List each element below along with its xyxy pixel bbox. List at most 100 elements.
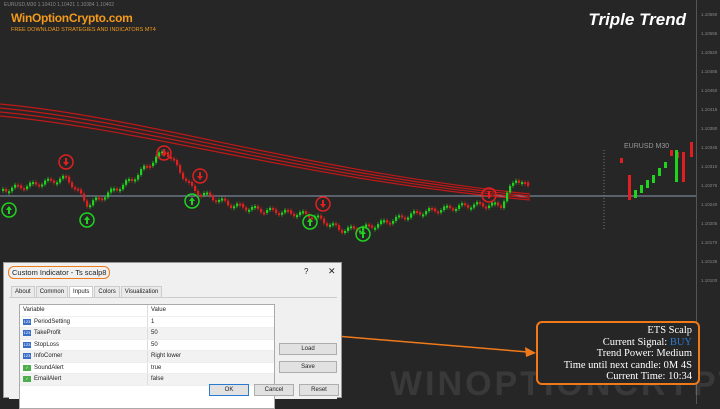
candle [350, 226, 353, 229]
candle [275, 209, 278, 214]
candle [443, 206, 446, 211]
table-row[interactable]: 123 TakeProfit 50 [20, 328, 274, 340]
ok-button[interactable]: OK [209, 384, 249, 396]
symbol-label: EURUSD M30 [624, 143, 670, 150]
candle [431, 208, 434, 211]
close-icon[interactable]: ✕ [328, 266, 336, 276]
candle [83, 193, 86, 201]
arrow-up-icon [6, 206, 12, 214]
candle [278, 213, 281, 216]
value-cell[interactable]: true [151, 364, 162, 371]
candle [260, 208, 263, 213]
candle [2, 188, 5, 191]
variable-cell: 123 InfoCorner [20, 351, 148, 362]
tab-about[interactable]: About [11, 286, 35, 297]
candle [404, 217, 407, 220]
candle [41, 184, 44, 187]
table-row[interactable]: ✓ EmailAlert false [20, 374, 274, 386]
save-button[interactable]: Save [279, 361, 337, 373]
candle [467, 205, 470, 208]
candle [422, 214, 425, 217]
candle [281, 212, 284, 215]
candle [320, 215, 323, 219]
load-button[interactable]: Load [279, 343, 337, 355]
cancel-button[interactable]: Cancel [254, 384, 294, 396]
candle [620, 158, 623, 163]
symbol-bar: EURUSD,M30 1.10410 1.10421 1.10384 1.104… [4, 2, 115, 8]
candle [452, 208, 455, 211]
candle [374, 227, 377, 230]
candle [368, 224, 371, 227]
arrow-up-circle-icon [79, 212, 95, 228]
custom-indicator-dialog: Custom Indicator - Ts scalp8 ? ✕ About Co… [3, 262, 342, 409]
candle [299, 212, 302, 216]
value-cell[interactable]: false [151, 376, 164, 383]
candle [179, 165, 182, 173]
candle [512, 182, 515, 186]
reset-button[interactable]: Reset [299, 384, 339, 396]
inputs-panel: Variable Value 123 PeriodSetting 1 123 TakeP… [9, 297, 339, 409]
tab-common[interactable]: Common [35, 286, 69, 297]
candle [269, 207, 272, 211]
candle [628, 175, 631, 200]
number-type-icon: 123 [23, 330, 31, 337]
arrow-down-circle-icon [192, 168, 208, 184]
candle [194, 185, 197, 191]
candle [239, 203, 242, 206]
candle [652, 175, 655, 183]
candle [428, 208, 431, 212]
help-button[interactable]: ? [304, 267, 309, 276]
candle [161, 151, 164, 154]
indicator-name: ETS Scalp [647, 325, 692, 336]
candle [365, 224, 368, 228]
candle [464, 203, 467, 206]
candle [224, 198, 227, 201]
candle [56, 182, 59, 185]
tab-visualization[interactable]: Visualization [120, 286, 163, 297]
candle [323, 218, 326, 224]
price-label: 1.10590 [701, 12, 718, 17]
variable-cell: ✓ SoundAlert [20, 362, 148, 373]
current-signal: Current Signal: BUY [544, 337, 692, 349]
current-time: Current Time: 10:34 [606, 371, 692, 382]
candle [500, 205, 503, 208]
value-cell[interactable]: 50 [151, 341, 158, 348]
price-label: 1.10205 [701, 221, 718, 226]
table-row[interactable]: 123 InfoCorner Right lower [20, 351, 274, 363]
candle [449, 205, 452, 209]
variable-name: EmailAlert [34, 376, 62, 383]
boolean-type-icon: ✓ [23, 376, 31, 383]
value-cell[interactable]: Right lower [151, 353, 182, 360]
arrow-up-circle-icon [1, 202, 17, 218]
candle [407, 217, 410, 220]
tab-inputs[interactable]: Inputs [69, 286, 94, 297]
value-cell[interactable]: 1 [151, 318, 155, 325]
candle [242, 203, 245, 208]
arrow-up-icon [307, 218, 313, 226]
table-row[interactable]: ✓ SoundAlert true [20, 362, 274, 374]
candle [455, 208, 458, 211]
dialog-title: Custom Indicator - Ts scalp8 [8, 266, 111, 279]
candle [197, 190, 200, 195]
price-label: 1.10275 [701, 183, 718, 188]
table-row[interactable]: 123 PeriodSetting 1 [20, 316, 274, 328]
candle [206, 192, 209, 195]
variable-name: SoundAlert [34, 364, 64, 371]
price-axis[interactable]: 1.10590 1.10555 1.10520 1.10485 1.10450 1.104… [696, 0, 720, 404]
tagline: FREE DOWNLOAD STRATEGIES AND INDICATORS … [11, 27, 156, 33]
candle [53, 180, 56, 184]
tab-colors[interactable]: Colors [94, 286, 120, 297]
arrow-up-icon [360, 230, 366, 238]
candle [164, 151, 167, 154]
arrow-up-circle-icon [302, 214, 318, 230]
candle [23, 188, 26, 191]
candle [395, 216, 398, 221]
table-row[interactable]: 123 StopLoss 50 [20, 339, 274, 351]
candle [485, 206, 488, 209]
candle [341, 229, 344, 233]
candle [377, 224, 380, 228]
variable-name: TakeProfit [34, 330, 61, 337]
candle [122, 184, 125, 190]
value-cell[interactable]: 50 [151, 330, 158, 337]
candle [401, 215, 404, 218]
